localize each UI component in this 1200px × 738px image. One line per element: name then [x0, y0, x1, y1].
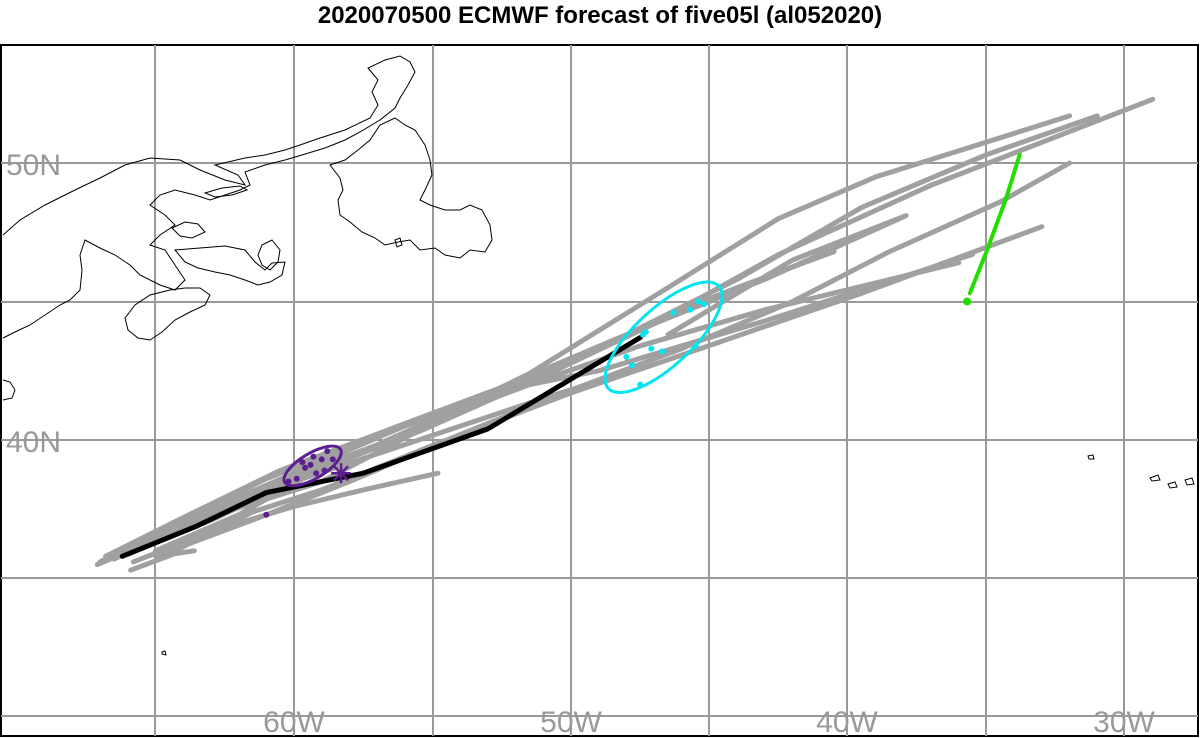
day2-deterministic-star-marker — [331, 463, 352, 484]
day6-member-position — [963, 297, 972, 306]
western-coast-fragment — [2, 379, 16, 401]
day2-member-position — [324, 448, 331, 455]
lon-label-40w: 40W — [816, 706, 878, 738]
day4-uncertainty-ellipse — [603, 280, 724, 395]
ensemble-track — [153, 160, 1073, 559]
day4-member-position — [659, 348, 666, 355]
nova-scotia — [124, 287, 211, 341]
day6-positions — [963, 152, 1022, 306]
anticosti-island — [203, 185, 249, 198]
day4-member-position — [670, 309, 677, 316]
atlantic-islet — [161, 650, 167, 656]
day2-member-position — [302, 464, 309, 471]
day4-member-position — [700, 301, 707, 308]
day4-member-position — [648, 345, 655, 352]
lat-label-40n: 40N — [6, 426, 61, 459]
lat-lon-grid — [1, 45, 1198, 736]
azores-island-2 — [1149, 474, 1161, 482]
azores-island-3 — [1167, 481, 1178, 489]
day2-member-position — [307, 461, 314, 468]
day2-member-position — [293, 475, 300, 482]
map-title: 2020070500 ECMWF forecast of five05l (al… — [317, 2, 883, 29]
newfoundland — [329, 117, 493, 259]
mainland-coast — [2, 55, 416, 339]
day4-member-position — [623, 353, 630, 360]
day4-member-position — [640, 331, 647, 338]
pei — [171, 221, 206, 239]
day2-member-position — [318, 456, 325, 463]
coastlines — [2, 55, 1195, 656]
day2-member-position — [329, 456, 336, 463]
ensemble-track — [153, 260, 962, 554]
day2-member-position — [299, 459, 306, 466]
day2-member-position — [263, 511, 270, 518]
day6-track — [967, 152, 1022, 296]
day4-positions — [603, 280, 724, 395]
cape-breton-island — [257, 239, 281, 271]
map-frame — [0, 44, 1199, 737]
day4-member-position — [687, 306, 694, 313]
day4-member-position — [628, 362, 635, 369]
day2-member-position — [310, 453, 317, 460]
lon-label-30w: 30W — [1093, 706, 1155, 738]
azores-island-4 — [1184, 477, 1195, 486]
gaspe-peninsula — [173, 245, 286, 286]
ensemble-track — [128, 548, 197, 573]
day4-member-position — [695, 298, 702, 305]
ensemble-track — [103, 113, 1100, 559]
lon-label-60w: 60W — [263, 706, 325, 738]
lon-label-50w: 50W — [540, 706, 602, 738]
deterministic-track — [119, 335, 643, 559]
azores-island-1 — [1087, 454, 1095, 460]
lat-label-50n: 50N — [6, 149, 61, 182]
ensemble-track — [130, 470, 441, 565]
day2-positions — [263, 444, 352, 518]
deterministic-track-layer — [119, 335, 643, 559]
ensemble-tracks — [94, 96, 1156, 573]
saint-pierre — [394, 237, 403, 248]
ensemble-track — [125, 249, 837, 557]
day2-uncertainty-ellipse — [282, 444, 343, 488]
day2-member-position — [313, 470, 320, 477]
